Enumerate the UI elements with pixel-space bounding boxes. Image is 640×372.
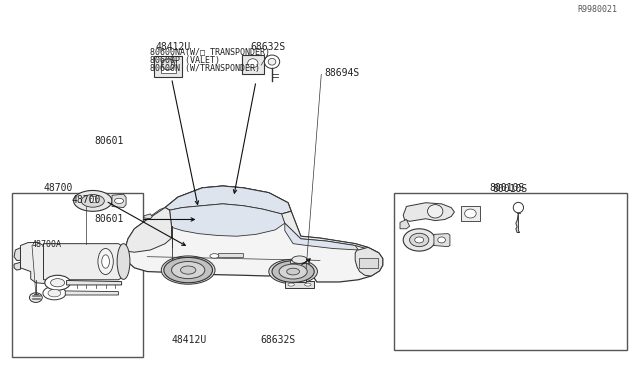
Ellipse shape xyxy=(279,264,307,279)
Text: 68632S: 68632S xyxy=(260,336,296,345)
Polygon shape xyxy=(165,186,291,214)
Bar xyxy=(359,258,378,268)
Text: R9980021: R9980021 xyxy=(578,5,618,14)
Text: 48700: 48700 xyxy=(44,183,73,193)
Bar xyxy=(154,56,182,77)
Text: 80600NA(W/□ TRANSPONDER): 80600NA(W/□ TRANSPONDER) xyxy=(150,48,270,57)
Text: 80010S: 80010S xyxy=(492,184,528,194)
Ellipse shape xyxy=(29,293,42,302)
Text: 80601: 80601 xyxy=(95,215,124,224)
Ellipse shape xyxy=(248,59,258,68)
Text: 48412U: 48412U xyxy=(171,336,207,345)
Ellipse shape xyxy=(43,286,66,300)
Bar xyxy=(242,55,264,74)
Ellipse shape xyxy=(74,190,112,211)
Polygon shape xyxy=(126,186,383,282)
Text: 48412U: 48412U xyxy=(155,42,191,51)
Polygon shape xyxy=(144,208,172,232)
Text: 48700A: 48700A xyxy=(32,240,62,248)
Text: 80600P (VALET): 80600P (VALET) xyxy=(150,56,220,65)
Polygon shape xyxy=(282,211,379,253)
Ellipse shape xyxy=(438,237,445,243)
Polygon shape xyxy=(20,243,53,283)
Text: 48700: 48700 xyxy=(72,195,101,205)
Ellipse shape xyxy=(115,198,124,203)
Bar xyxy=(394,193,627,350)
Ellipse shape xyxy=(117,244,130,279)
Polygon shape xyxy=(65,291,118,295)
Ellipse shape xyxy=(161,256,215,284)
Polygon shape xyxy=(67,280,122,285)
Text: 80601: 80601 xyxy=(95,137,124,146)
Polygon shape xyxy=(285,223,358,250)
Polygon shape xyxy=(144,214,152,219)
Text: 80010S: 80010S xyxy=(489,183,525,193)
Polygon shape xyxy=(400,219,410,229)
Text: 68632S: 68632S xyxy=(250,42,285,51)
Ellipse shape xyxy=(513,202,524,213)
Polygon shape xyxy=(403,203,454,221)
Ellipse shape xyxy=(410,233,429,247)
Ellipse shape xyxy=(268,58,276,65)
Polygon shape xyxy=(14,262,20,270)
Polygon shape xyxy=(516,213,520,232)
Ellipse shape xyxy=(164,257,212,283)
Ellipse shape xyxy=(264,55,280,68)
Ellipse shape xyxy=(465,209,476,218)
Polygon shape xyxy=(165,186,291,214)
Polygon shape xyxy=(170,204,291,236)
Ellipse shape xyxy=(288,283,294,286)
Ellipse shape xyxy=(272,261,314,282)
Ellipse shape xyxy=(81,195,104,207)
Ellipse shape xyxy=(428,205,443,218)
Bar xyxy=(161,60,176,73)
Bar xyxy=(293,260,306,282)
Ellipse shape xyxy=(403,229,435,251)
Ellipse shape xyxy=(292,256,307,263)
Bar xyxy=(290,260,309,263)
Polygon shape xyxy=(434,234,450,247)
Ellipse shape xyxy=(172,262,205,279)
Bar xyxy=(90,196,96,202)
Polygon shape xyxy=(112,194,126,208)
Ellipse shape xyxy=(98,248,113,275)
Polygon shape xyxy=(126,208,172,252)
Ellipse shape xyxy=(45,275,70,290)
Ellipse shape xyxy=(51,279,65,287)
Ellipse shape xyxy=(269,259,317,284)
Polygon shape xyxy=(14,248,20,260)
Ellipse shape xyxy=(102,255,109,268)
Text: 80600N (W/TRANSPONDER): 80600N (W/TRANSPONDER) xyxy=(150,64,260,73)
Bar xyxy=(12,193,143,357)
Text: 88694S: 88694S xyxy=(324,68,360,77)
Bar xyxy=(218,253,243,257)
Polygon shape xyxy=(355,247,383,276)
Ellipse shape xyxy=(305,283,311,286)
Bar xyxy=(461,206,480,221)
Ellipse shape xyxy=(180,266,196,274)
Polygon shape xyxy=(44,244,124,280)
Ellipse shape xyxy=(162,59,175,70)
Ellipse shape xyxy=(287,268,300,275)
Bar xyxy=(285,281,314,288)
Ellipse shape xyxy=(210,254,219,258)
Ellipse shape xyxy=(415,237,424,243)
Ellipse shape xyxy=(48,289,61,297)
